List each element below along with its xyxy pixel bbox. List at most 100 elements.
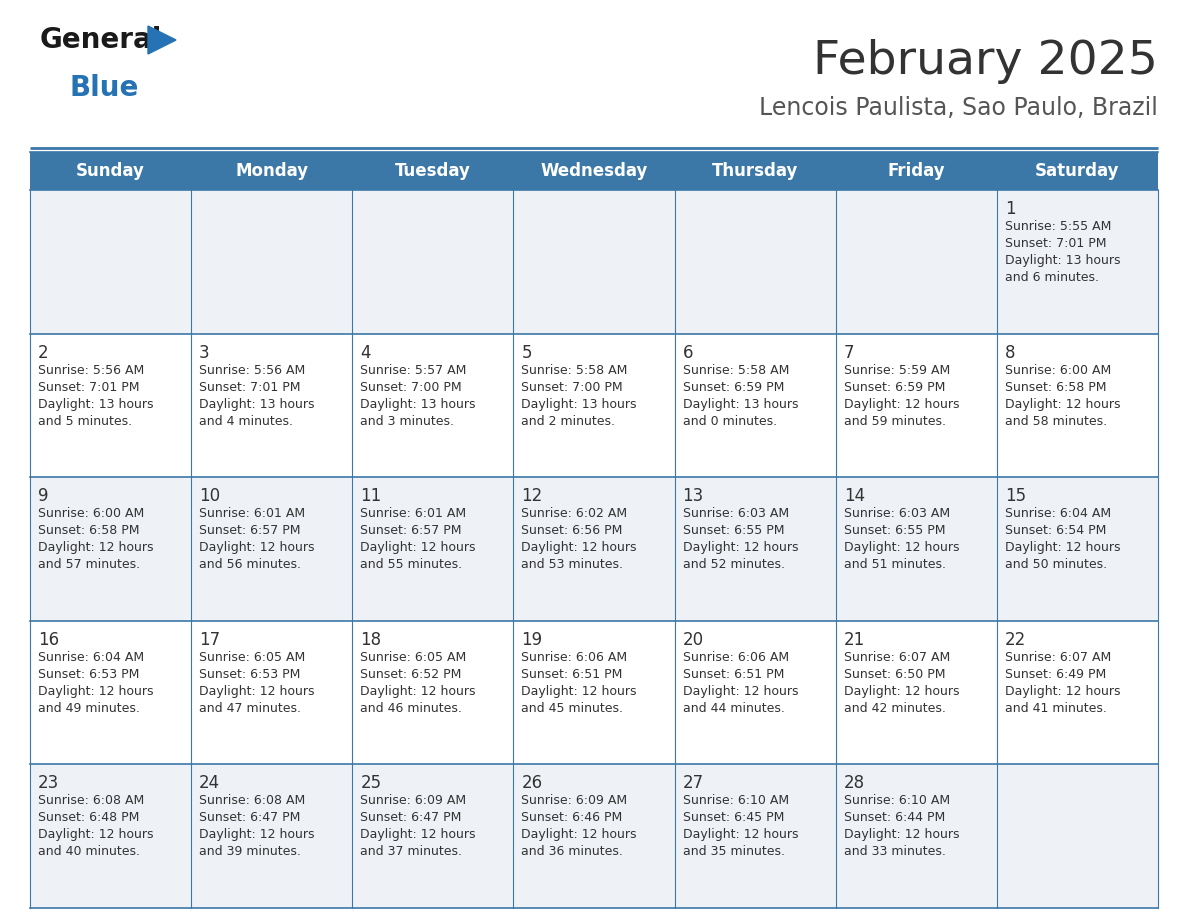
Text: and 59 minutes.: and 59 minutes. bbox=[843, 415, 946, 428]
Text: Sunset: 6:52 PM: Sunset: 6:52 PM bbox=[360, 667, 462, 681]
Text: Sunset: 6:51 PM: Sunset: 6:51 PM bbox=[683, 667, 784, 681]
Bar bbox=[835, 190, 997, 333]
Text: 4: 4 bbox=[360, 343, 371, 362]
Bar bbox=[997, 621, 1158, 765]
Text: and 41 minutes.: and 41 minutes. bbox=[1005, 701, 1107, 715]
Text: Sunset: 6:55 PM: Sunset: 6:55 PM bbox=[843, 524, 946, 537]
Text: 28: 28 bbox=[843, 775, 865, 792]
Bar bbox=[997, 333, 1158, 477]
Text: Sunset: 6:49 PM: Sunset: 6:49 PM bbox=[1005, 667, 1106, 681]
Text: and 47 minutes.: and 47 minutes. bbox=[200, 701, 301, 715]
Text: Daylight: 12 hours: Daylight: 12 hours bbox=[683, 685, 798, 698]
Text: Daylight: 12 hours: Daylight: 12 hours bbox=[522, 685, 637, 698]
Text: and 4 minutes.: and 4 minutes. bbox=[200, 415, 293, 428]
Text: Daylight: 12 hours: Daylight: 12 hours bbox=[360, 685, 475, 698]
Text: Lencois Paulista, Sao Paulo, Brazil: Lencois Paulista, Sao Paulo, Brazil bbox=[759, 96, 1158, 120]
Text: Friday: Friday bbox=[887, 162, 946, 180]
Text: and 51 minutes.: and 51 minutes. bbox=[843, 558, 946, 571]
Text: 7: 7 bbox=[843, 343, 854, 362]
Text: Sunset: 6:50 PM: Sunset: 6:50 PM bbox=[843, 667, 946, 681]
Text: Sunset: 6:56 PM: Sunset: 6:56 PM bbox=[522, 524, 623, 537]
Text: Sunrise: 6:10 AM: Sunrise: 6:10 AM bbox=[843, 794, 950, 808]
Text: Sunrise: 6:06 AM: Sunrise: 6:06 AM bbox=[522, 651, 627, 664]
Text: Sunset: 6:47 PM: Sunset: 6:47 PM bbox=[200, 812, 301, 824]
Text: General: General bbox=[40, 26, 163, 54]
Bar bbox=[513, 621, 675, 765]
Text: and 2 minutes.: and 2 minutes. bbox=[522, 415, 615, 428]
Text: and 50 minutes.: and 50 minutes. bbox=[1005, 558, 1107, 571]
Text: Sunrise: 6:07 AM: Sunrise: 6:07 AM bbox=[1005, 651, 1111, 664]
Bar bbox=[675, 765, 835, 908]
Text: Thursday: Thursday bbox=[712, 162, 798, 180]
Text: Wednesday: Wednesday bbox=[541, 162, 647, 180]
Text: and 55 minutes.: and 55 minutes. bbox=[360, 558, 462, 571]
Text: and 37 minutes.: and 37 minutes. bbox=[360, 845, 462, 858]
Text: Daylight: 12 hours: Daylight: 12 hours bbox=[1005, 542, 1120, 554]
Text: Sunrise: 5:55 AM: Sunrise: 5:55 AM bbox=[1005, 220, 1111, 233]
Text: Saturday: Saturday bbox=[1035, 162, 1119, 180]
Text: and 35 minutes.: and 35 minutes. bbox=[683, 845, 784, 858]
Text: Daylight: 12 hours: Daylight: 12 hours bbox=[200, 685, 315, 698]
Text: Sunrise: 6:02 AM: Sunrise: 6:02 AM bbox=[522, 508, 627, 521]
Bar bbox=[353, 333, 513, 477]
Text: Daylight: 13 hours: Daylight: 13 hours bbox=[360, 397, 475, 410]
Text: 17: 17 bbox=[200, 631, 220, 649]
Text: 27: 27 bbox=[683, 775, 703, 792]
Text: 8: 8 bbox=[1005, 343, 1016, 362]
Text: Daylight: 12 hours: Daylight: 12 hours bbox=[38, 828, 153, 842]
Text: Daylight: 12 hours: Daylight: 12 hours bbox=[843, 397, 959, 410]
Bar bbox=[191, 477, 353, 621]
Text: Sunset: 6:53 PM: Sunset: 6:53 PM bbox=[38, 667, 139, 681]
Text: Sunset: 7:00 PM: Sunset: 7:00 PM bbox=[360, 381, 462, 394]
Text: and 46 minutes.: and 46 minutes. bbox=[360, 701, 462, 715]
Text: Daylight: 12 hours: Daylight: 12 hours bbox=[360, 828, 475, 842]
Text: and 44 minutes.: and 44 minutes. bbox=[683, 701, 784, 715]
Text: Sunset: 6:51 PM: Sunset: 6:51 PM bbox=[522, 667, 623, 681]
Text: Sunrise: 6:10 AM: Sunrise: 6:10 AM bbox=[683, 794, 789, 808]
Text: and 49 minutes.: and 49 minutes. bbox=[38, 701, 140, 715]
Text: 25: 25 bbox=[360, 775, 381, 792]
Text: Daylight: 12 hours: Daylight: 12 hours bbox=[683, 542, 798, 554]
Bar bbox=[835, 765, 997, 908]
Bar bbox=[30, 621, 191, 765]
Bar bbox=[513, 190, 675, 333]
Text: and 5 minutes.: and 5 minutes. bbox=[38, 415, 132, 428]
Text: 13: 13 bbox=[683, 487, 703, 505]
Bar bbox=[675, 190, 835, 333]
Text: Sunrise: 5:56 AM: Sunrise: 5:56 AM bbox=[38, 364, 144, 376]
Text: Sunrise: 6:04 AM: Sunrise: 6:04 AM bbox=[1005, 508, 1111, 521]
Text: Daylight: 13 hours: Daylight: 13 hours bbox=[683, 397, 798, 410]
Text: 1: 1 bbox=[1005, 200, 1016, 218]
Text: and 33 minutes.: and 33 minutes. bbox=[843, 845, 946, 858]
Bar bbox=[30, 333, 191, 477]
Text: Sunrise: 5:57 AM: Sunrise: 5:57 AM bbox=[360, 364, 467, 376]
Text: and 0 minutes.: and 0 minutes. bbox=[683, 415, 777, 428]
Text: 20: 20 bbox=[683, 631, 703, 649]
Text: Daylight: 13 hours: Daylight: 13 hours bbox=[522, 397, 637, 410]
Text: Sunrise: 6:05 AM: Sunrise: 6:05 AM bbox=[200, 651, 305, 664]
Bar bbox=[191, 190, 353, 333]
Text: Sunday: Sunday bbox=[76, 162, 145, 180]
Text: Daylight: 12 hours: Daylight: 12 hours bbox=[843, 828, 959, 842]
Bar bbox=[513, 765, 675, 908]
Text: Monday: Monday bbox=[235, 162, 308, 180]
Text: Sunrise: 6:00 AM: Sunrise: 6:00 AM bbox=[1005, 364, 1111, 376]
Text: Sunset: 6:53 PM: Sunset: 6:53 PM bbox=[200, 667, 301, 681]
Text: 24: 24 bbox=[200, 775, 220, 792]
Text: Sunrise: 6:08 AM: Sunrise: 6:08 AM bbox=[200, 794, 305, 808]
Text: 5: 5 bbox=[522, 343, 532, 362]
Text: Sunrise: 6:03 AM: Sunrise: 6:03 AM bbox=[843, 508, 950, 521]
Bar bbox=[835, 333, 997, 477]
Text: 2: 2 bbox=[38, 343, 49, 362]
Text: Daylight: 12 hours: Daylight: 12 hours bbox=[843, 542, 959, 554]
Text: Daylight: 13 hours: Daylight: 13 hours bbox=[200, 397, 315, 410]
Text: 3: 3 bbox=[200, 343, 210, 362]
Text: Sunset: 6:44 PM: Sunset: 6:44 PM bbox=[843, 812, 944, 824]
Text: February 2025: February 2025 bbox=[813, 39, 1158, 84]
Text: Sunset: 7:01 PM: Sunset: 7:01 PM bbox=[1005, 237, 1106, 250]
Text: Daylight: 12 hours: Daylight: 12 hours bbox=[38, 685, 153, 698]
Text: 21: 21 bbox=[843, 631, 865, 649]
Text: 14: 14 bbox=[843, 487, 865, 505]
Bar bbox=[353, 621, 513, 765]
Text: Sunrise: 5:58 AM: Sunrise: 5:58 AM bbox=[683, 364, 789, 376]
